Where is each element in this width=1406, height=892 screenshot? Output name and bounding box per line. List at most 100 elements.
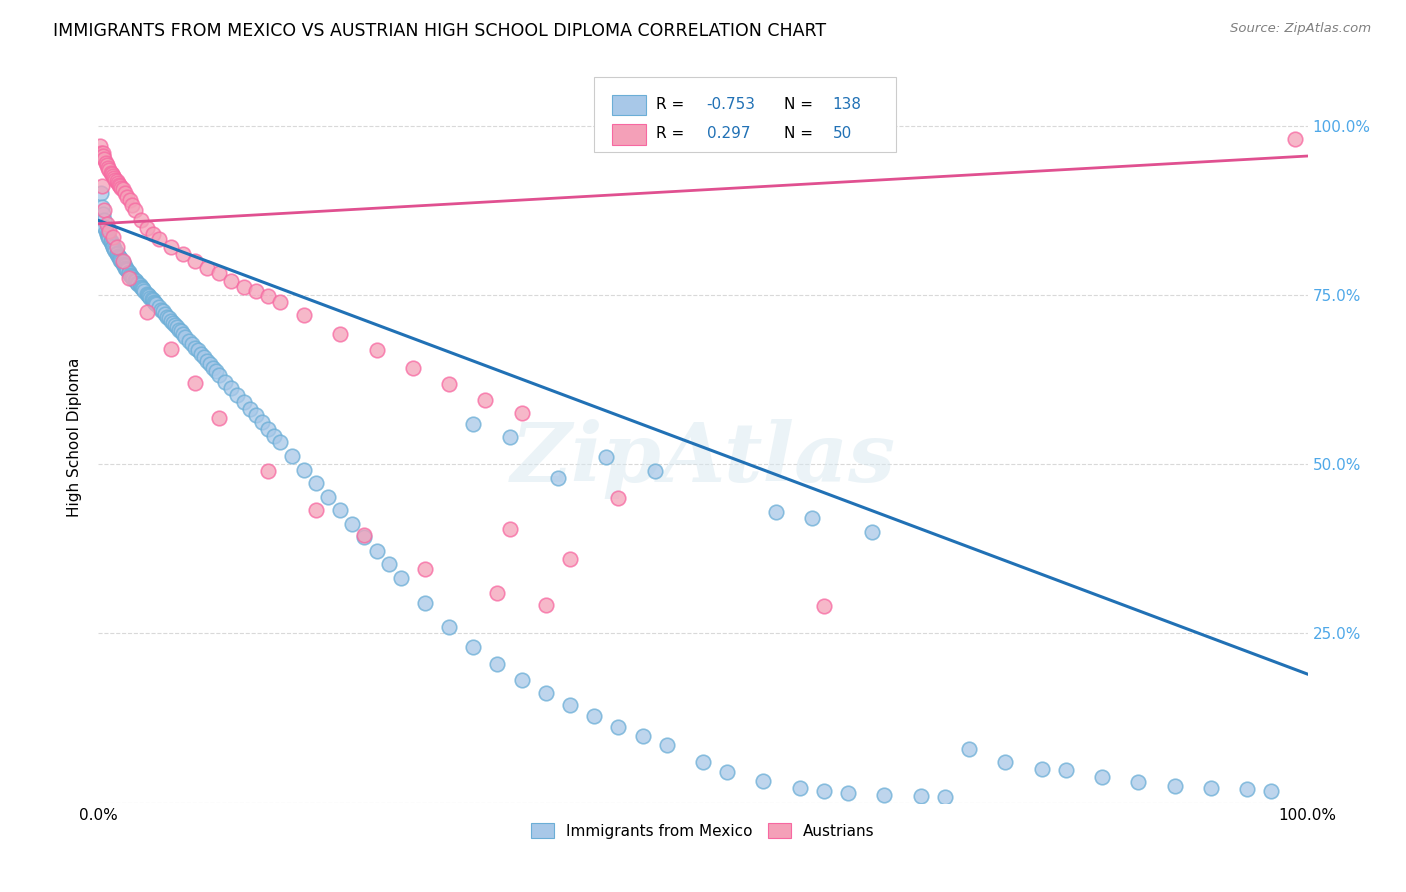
Point <box>104 172 127 186</box>
Point <box>607 491 630 505</box>
Point <box>104 244 127 258</box>
Point <box>134 284 156 298</box>
Point <box>97 228 120 243</box>
Point <box>534 598 557 612</box>
Point <box>510 673 533 687</box>
Point <box>143 296 166 310</box>
Text: -0.753: -0.753 <box>707 96 755 112</box>
FancyBboxPatch shape <box>595 78 897 152</box>
Point <box>117 263 139 277</box>
Point <box>162 316 184 330</box>
Point <box>100 167 122 181</box>
Text: R =: R = <box>655 96 689 112</box>
Point <box>187 343 209 358</box>
Point <box>994 755 1017 769</box>
Point <box>860 524 883 539</box>
Point <box>93 220 115 235</box>
Point <box>402 361 425 376</box>
Point <box>195 354 218 368</box>
Point <box>752 774 775 789</box>
Point <box>195 260 218 275</box>
Point <box>366 544 388 558</box>
Point <box>100 237 122 252</box>
Point <box>172 247 194 261</box>
Point <box>96 227 118 241</box>
Point <box>97 230 120 244</box>
Point <box>129 279 152 293</box>
Point <box>174 330 197 344</box>
Point <box>107 176 129 190</box>
Point <box>377 558 399 572</box>
Point <box>91 149 114 163</box>
Point <box>105 240 128 254</box>
Point <box>595 450 617 465</box>
Point <box>198 357 221 371</box>
Point <box>143 294 166 309</box>
Point <box>413 562 436 576</box>
Point <box>305 476 328 491</box>
Point <box>94 223 117 237</box>
Point <box>607 720 630 734</box>
Point <box>114 260 136 275</box>
Point <box>169 325 191 339</box>
Point <box>98 223 121 237</box>
Point <box>110 254 132 268</box>
Point <box>118 271 141 285</box>
Text: 138: 138 <box>832 96 862 112</box>
Point <box>91 206 114 220</box>
Point <box>329 327 352 342</box>
Point <box>910 789 932 803</box>
Point <box>121 270 143 285</box>
Point <box>90 145 112 160</box>
Point <box>631 730 654 744</box>
Point <box>655 738 678 752</box>
Point <box>138 289 160 303</box>
Point <box>139 291 162 305</box>
Point <box>105 174 128 188</box>
Point <box>150 302 173 317</box>
Point <box>160 240 183 254</box>
Point <box>148 300 170 314</box>
Point <box>1199 780 1222 795</box>
Point <box>413 596 436 610</box>
Point <box>118 193 141 207</box>
Point <box>157 310 180 325</box>
Point <box>256 422 278 436</box>
Point <box>105 247 128 261</box>
Point <box>98 162 121 177</box>
Point <box>98 232 121 246</box>
Point <box>163 318 186 332</box>
Point <box>121 198 143 212</box>
Point <box>1031 762 1053 776</box>
Text: 0.297: 0.297 <box>707 126 751 141</box>
Point <box>957 741 980 756</box>
Point <box>96 217 118 231</box>
Point <box>292 308 315 322</box>
Point <box>510 406 533 420</box>
Point <box>97 161 120 175</box>
Point <box>498 430 520 444</box>
Point <box>353 528 375 542</box>
Point <box>547 471 569 485</box>
Point <box>1284 132 1306 146</box>
Point <box>114 260 136 274</box>
Point <box>583 709 606 723</box>
Point <box>142 227 165 241</box>
Point <box>1236 782 1258 797</box>
Point <box>558 552 581 566</box>
Point <box>463 417 485 431</box>
Point <box>184 254 207 268</box>
Point <box>837 786 859 800</box>
Point <box>110 181 132 195</box>
Point <box>250 415 273 429</box>
Point <box>156 310 179 324</box>
Point <box>269 294 291 309</box>
Point <box>124 273 146 287</box>
Point <box>124 202 146 217</box>
Point <box>166 320 188 334</box>
Point <box>1091 770 1114 784</box>
Point <box>103 171 125 186</box>
Point <box>208 266 231 280</box>
Point <box>148 232 170 246</box>
Point <box>101 169 124 184</box>
